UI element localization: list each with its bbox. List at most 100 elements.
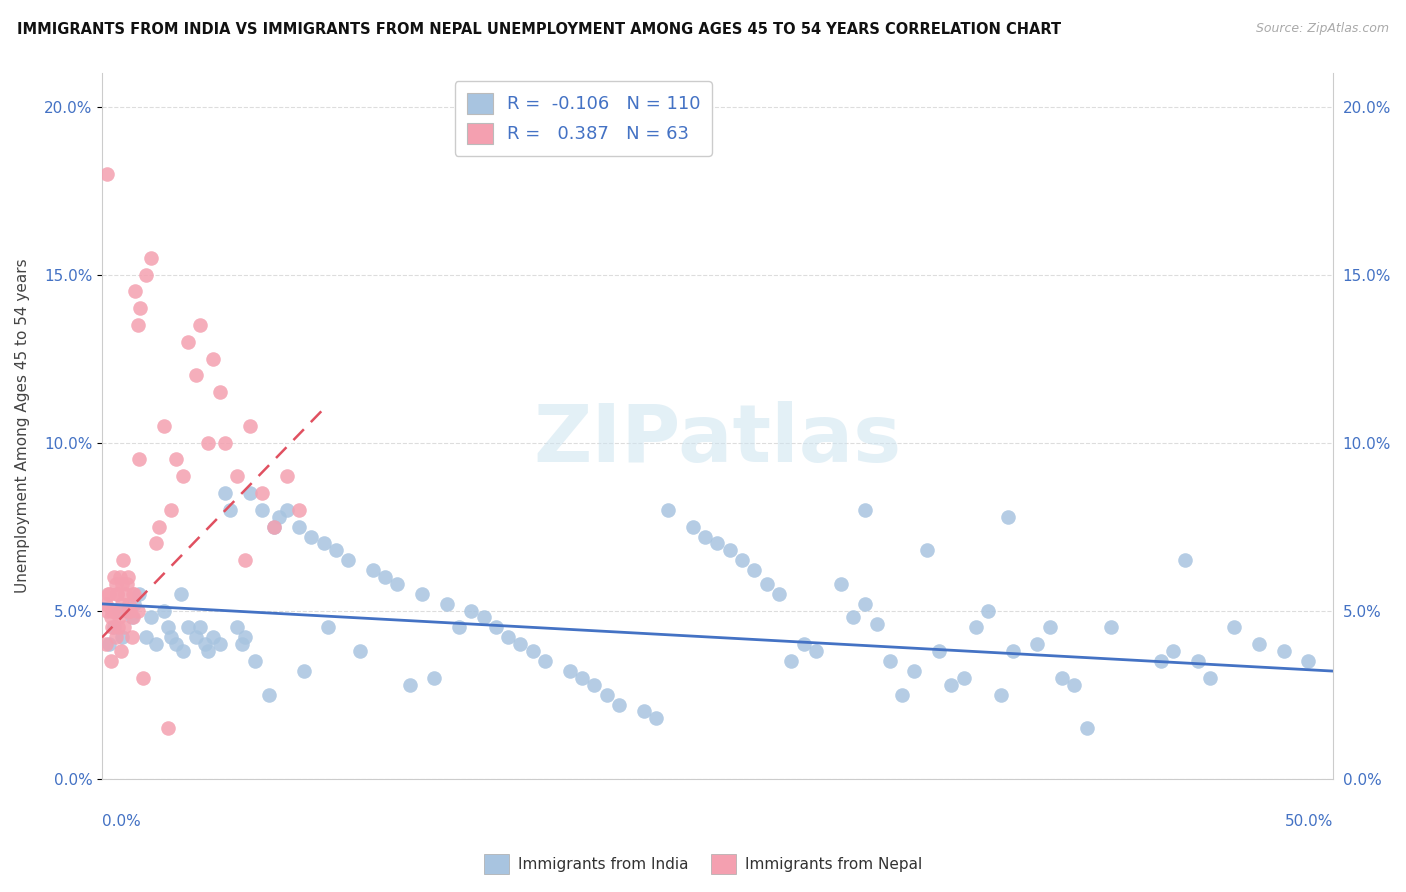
Point bbox=[977, 604, 1000, 618]
Point bbox=[485, 620, 508, 634]
Point bbox=[239, 486, 262, 500]
Text: IMMIGRANTS FROM INDIA VS IMMIGRANTS FROM NEPAL UNEMPLOYMENT AMONG AGES 45 TO 54 : IMMIGRANTS FROM INDIA VS IMMIGRANTS FROM… bbox=[17, 22, 1062, 37]
Point bbox=[1272, 644, 1295, 658]
Point bbox=[793, 637, 815, 651]
Point bbox=[127, 604, 149, 618]
Point bbox=[263, 519, 285, 533]
Point bbox=[122, 587, 145, 601]
Point bbox=[231, 637, 253, 651]
Point bbox=[496, 631, 519, 645]
Point bbox=[952, 671, 974, 685]
Point bbox=[250, 486, 273, 500]
Point bbox=[100, 610, 122, 624]
Point bbox=[997, 509, 1019, 524]
Point bbox=[657, 503, 679, 517]
Point bbox=[165, 452, 187, 467]
Point bbox=[276, 503, 298, 517]
Point bbox=[1247, 637, 1270, 651]
Point bbox=[160, 631, 183, 645]
Point bbox=[141, 251, 163, 265]
Point bbox=[1039, 620, 1062, 634]
Point bbox=[104, 576, 127, 591]
Point bbox=[558, 664, 581, 678]
Point bbox=[105, 587, 128, 601]
Point bbox=[103, 620, 125, 634]
Point bbox=[100, 654, 122, 668]
Point bbox=[98, 637, 121, 651]
Text: ZIPatlas: ZIPatlas bbox=[533, 401, 901, 479]
Point bbox=[145, 536, 167, 550]
Point bbox=[194, 637, 217, 651]
Point bbox=[243, 654, 266, 668]
Point bbox=[190, 318, 212, 332]
Point bbox=[101, 604, 124, 618]
Point bbox=[101, 620, 124, 634]
Point bbox=[157, 620, 180, 634]
Point bbox=[110, 644, 132, 658]
Point bbox=[842, 610, 865, 624]
Point bbox=[184, 631, 207, 645]
Point bbox=[226, 620, 249, 634]
Point bbox=[755, 576, 778, 591]
Point bbox=[768, 587, 790, 601]
Point bbox=[121, 587, 143, 601]
Point bbox=[780, 654, 803, 668]
Point bbox=[1298, 654, 1320, 668]
Point bbox=[1149, 654, 1171, 668]
Point bbox=[804, 644, 827, 658]
Point bbox=[706, 536, 728, 550]
Text: 0.0%: 0.0% bbox=[103, 814, 141, 829]
Point bbox=[118, 604, 141, 618]
Point bbox=[263, 519, 285, 533]
Point bbox=[111, 553, 134, 567]
Point bbox=[411, 587, 433, 601]
Point bbox=[830, 576, 852, 591]
Point bbox=[108, 604, 131, 618]
Point bbox=[135, 268, 157, 282]
Point bbox=[105, 587, 128, 601]
Point bbox=[115, 604, 138, 618]
Point bbox=[165, 637, 187, 651]
Point bbox=[915, 543, 938, 558]
Point bbox=[103, 570, 125, 584]
Point bbox=[965, 620, 987, 634]
Point bbox=[534, 654, 557, 668]
Point bbox=[853, 503, 876, 517]
Point bbox=[114, 587, 136, 601]
Text: 50.0%: 50.0% bbox=[1285, 814, 1333, 829]
Point bbox=[1050, 671, 1073, 685]
Point bbox=[299, 530, 322, 544]
Point bbox=[361, 563, 384, 577]
Point bbox=[110, 570, 132, 584]
Point bbox=[292, 664, 315, 678]
Point bbox=[148, 519, 170, 533]
Point bbox=[522, 644, 544, 658]
Point bbox=[1187, 654, 1209, 668]
Point bbox=[374, 570, 396, 584]
Point bbox=[731, 553, 754, 567]
Point bbox=[177, 620, 200, 634]
Y-axis label: Unemployment Among Ages 45 to 54 years: Unemployment Among Ages 45 to 54 years bbox=[15, 259, 30, 593]
Point bbox=[157, 721, 180, 735]
Point bbox=[250, 503, 273, 517]
Point bbox=[509, 637, 531, 651]
Point bbox=[595, 688, 617, 702]
Text: Source: ZipAtlas.com: Source: ZipAtlas.com bbox=[1256, 22, 1389, 36]
Point bbox=[197, 644, 219, 658]
Point bbox=[141, 610, 163, 624]
Point bbox=[1076, 721, 1098, 735]
Point bbox=[108, 610, 131, 624]
Point bbox=[94, 597, 117, 611]
Point bbox=[312, 536, 335, 550]
Point bbox=[644, 711, 666, 725]
Point bbox=[269, 509, 291, 524]
Point bbox=[120, 604, 142, 618]
Point bbox=[127, 318, 149, 332]
Point bbox=[695, 530, 717, 544]
Point bbox=[718, 543, 741, 558]
Point bbox=[460, 604, 482, 618]
Point bbox=[1001, 644, 1024, 658]
Point bbox=[152, 418, 174, 433]
Point bbox=[111, 576, 134, 591]
Point bbox=[197, 435, 219, 450]
